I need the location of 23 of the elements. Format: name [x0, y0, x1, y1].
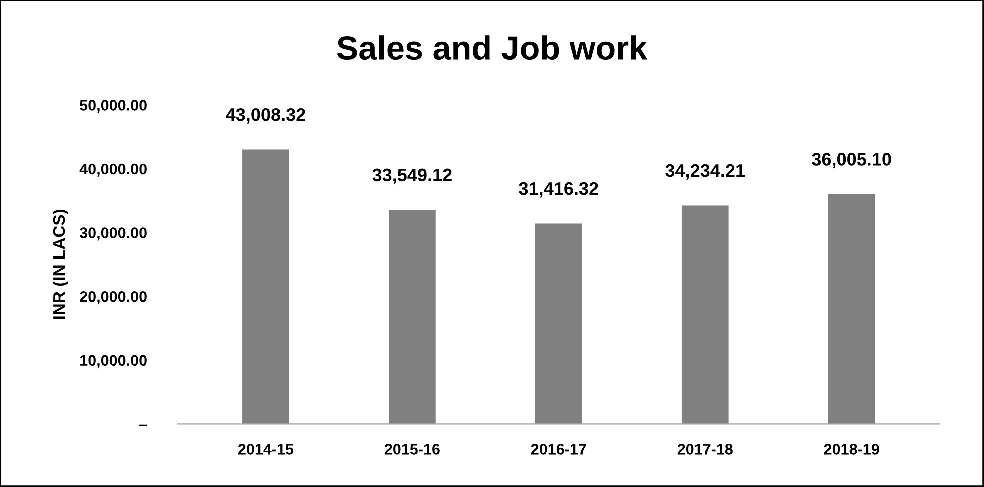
bar: [682, 206, 729, 424]
x-tick-label: 2018-19: [824, 444, 880, 455]
x-tick-label: 2014-15: [238, 444, 294, 455]
y-tick-label: 20,000.00: [80, 291, 147, 304]
bar: [535, 224, 582, 424]
chart-title: Sales and Job work: [337, 36, 648, 60]
y-tick-label: –: [140, 424, 148, 426]
data-label: 43,008.32: [226, 108, 306, 124]
data-label: 34,234.21: [666, 164, 746, 180]
y-tick-label: 30,000.00: [80, 228, 147, 241]
y-tick-label: 50,000.00: [80, 100, 147, 114]
x-tick-label: 2015-16: [384, 444, 440, 455]
y-axis-title: INR (IN LACS): [52, 210, 68, 320]
data-label: 33,549.12: [372, 168, 452, 184]
x-tick-label: 2016-17: [531, 444, 586, 455]
bar: [242, 150, 290, 424]
data-label: 36,005.10: [812, 153, 892, 169]
bar: [389, 210, 436, 424]
y-tick-label: 40,000.00: [80, 164, 147, 177]
bar: [828, 194, 876, 424]
y-tick-label: 10,000.00: [80, 355, 147, 368]
x-tick-label: 2017-18: [678, 444, 733, 455]
data-label: 31,416.32: [519, 182, 598, 198]
